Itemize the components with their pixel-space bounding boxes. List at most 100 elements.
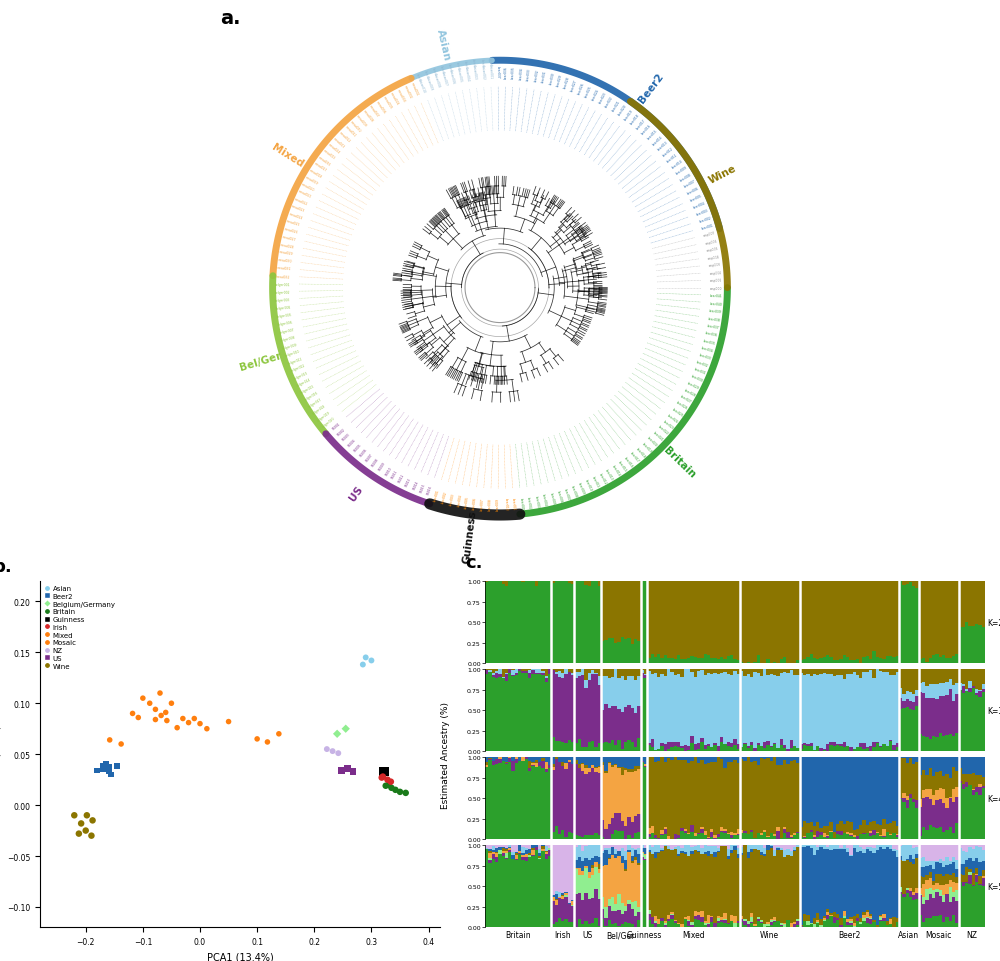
Text: beer031: beer031 bbox=[541, 70, 548, 84]
Bar bbox=[800, 846, 803, 847]
Bar bbox=[955, 798, 959, 824]
Bar bbox=[535, 587, 538, 663]
Bar bbox=[955, 846, 959, 860]
Bar bbox=[564, 675, 568, 743]
Bar bbox=[591, 741, 594, 752]
Bar bbox=[800, 669, 803, 674]
Bar bbox=[906, 584, 909, 663]
Bar bbox=[621, 822, 624, 831]
Bar bbox=[955, 669, 959, 683]
Bar bbox=[747, 662, 750, 663]
Bar bbox=[796, 581, 800, 660]
Bar bbox=[664, 834, 667, 840]
Bar bbox=[972, 581, 975, 627]
Bar bbox=[621, 849, 624, 856]
Bar bbox=[601, 867, 604, 897]
Bar bbox=[889, 669, 892, 676]
Bar bbox=[492, 670, 495, 674]
Bar bbox=[710, 757, 713, 762]
Bar bbox=[564, 757, 568, 764]
Bar bbox=[929, 658, 932, 663]
Bar bbox=[872, 923, 876, 927]
Bar bbox=[757, 846, 760, 850]
Bar bbox=[839, 846, 843, 849]
Bar bbox=[889, 846, 892, 849]
Bar bbox=[528, 850, 531, 853]
Bar bbox=[836, 919, 839, 920]
Bar bbox=[757, 917, 760, 920]
Bar bbox=[710, 581, 713, 658]
Bar bbox=[770, 920, 773, 922]
Bar bbox=[485, 762, 488, 765]
Bar bbox=[677, 655, 680, 663]
Bar bbox=[608, 848, 611, 854]
Bar bbox=[578, 836, 581, 840]
Bar bbox=[631, 863, 634, 902]
Bar bbox=[760, 758, 763, 833]
Bar bbox=[657, 846, 660, 852]
Bar bbox=[760, 855, 763, 920]
Bar bbox=[906, 808, 909, 840]
Bar bbox=[581, 899, 584, 924]
Bar bbox=[528, 678, 531, 752]
Bar bbox=[624, 669, 627, 679]
Text: beer007: beer007 bbox=[480, 497, 485, 510]
Bar bbox=[492, 847, 495, 850]
Bar bbox=[939, 789, 942, 800]
Bar bbox=[601, 757, 604, 762]
Bar bbox=[588, 924, 591, 927]
Bar bbox=[952, 916, 955, 927]
Bar bbox=[935, 890, 939, 892]
Point bbox=[73, 816, 89, 831]
Bar bbox=[955, 733, 959, 752]
Bar bbox=[866, 656, 869, 663]
Bar bbox=[694, 847, 697, 850]
Bar bbox=[690, 831, 694, 840]
Bar bbox=[942, 655, 945, 663]
Bar bbox=[680, 924, 684, 927]
Bar bbox=[515, 851, 518, 853]
Text: belger020: belger020 bbox=[321, 416, 336, 429]
Text: YS001: YS001 bbox=[331, 422, 341, 431]
Bar bbox=[862, 912, 866, 915]
Bar bbox=[604, 850, 608, 865]
Bar bbox=[617, 831, 621, 840]
Bar bbox=[915, 893, 919, 899]
Bar bbox=[651, 846, 654, 848]
Bar bbox=[651, 854, 654, 917]
Bar bbox=[806, 744, 810, 747]
Bar bbox=[538, 766, 541, 840]
Bar bbox=[972, 669, 975, 686]
Bar bbox=[598, 835, 601, 840]
Bar bbox=[551, 900, 555, 924]
Bar bbox=[737, 921, 740, 924]
Bar bbox=[816, 846, 819, 847]
Bar bbox=[584, 858, 588, 866]
Bar bbox=[647, 837, 651, 840]
Bar bbox=[561, 899, 564, 921]
Bar bbox=[902, 846, 906, 861]
Bar bbox=[856, 921, 859, 927]
Bar bbox=[710, 918, 713, 922]
Bar bbox=[912, 757, 915, 765]
Bar bbox=[608, 859, 611, 899]
Bar bbox=[856, 747, 859, 752]
Bar bbox=[849, 581, 853, 660]
Bar bbox=[899, 888, 902, 893]
Bar bbox=[555, 895, 558, 899]
Bar bbox=[551, 895, 555, 897]
Bar bbox=[849, 675, 853, 747]
Bar bbox=[664, 655, 667, 663]
Bar bbox=[614, 765, 617, 813]
Bar bbox=[614, 745, 617, 752]
Bar bbox=[631, 581, 634, 645]
Bar bbox=[773, 856, 776, 918]
Bar bbox=[886, 581, 889, 656]
Bar bbox=[651, 674, 654, 740]
Bar bbox=[594, 867, 598, 889]
Bar bbox=[915, 581, 919, 588]
Bar bbox=[965, 868, 968, 882]
Bar bbox=[896, 669, 899, 673]
Bar bbox=[737, 674, 740, 744]
Bar bbox=[862, 849, 866, 853]
